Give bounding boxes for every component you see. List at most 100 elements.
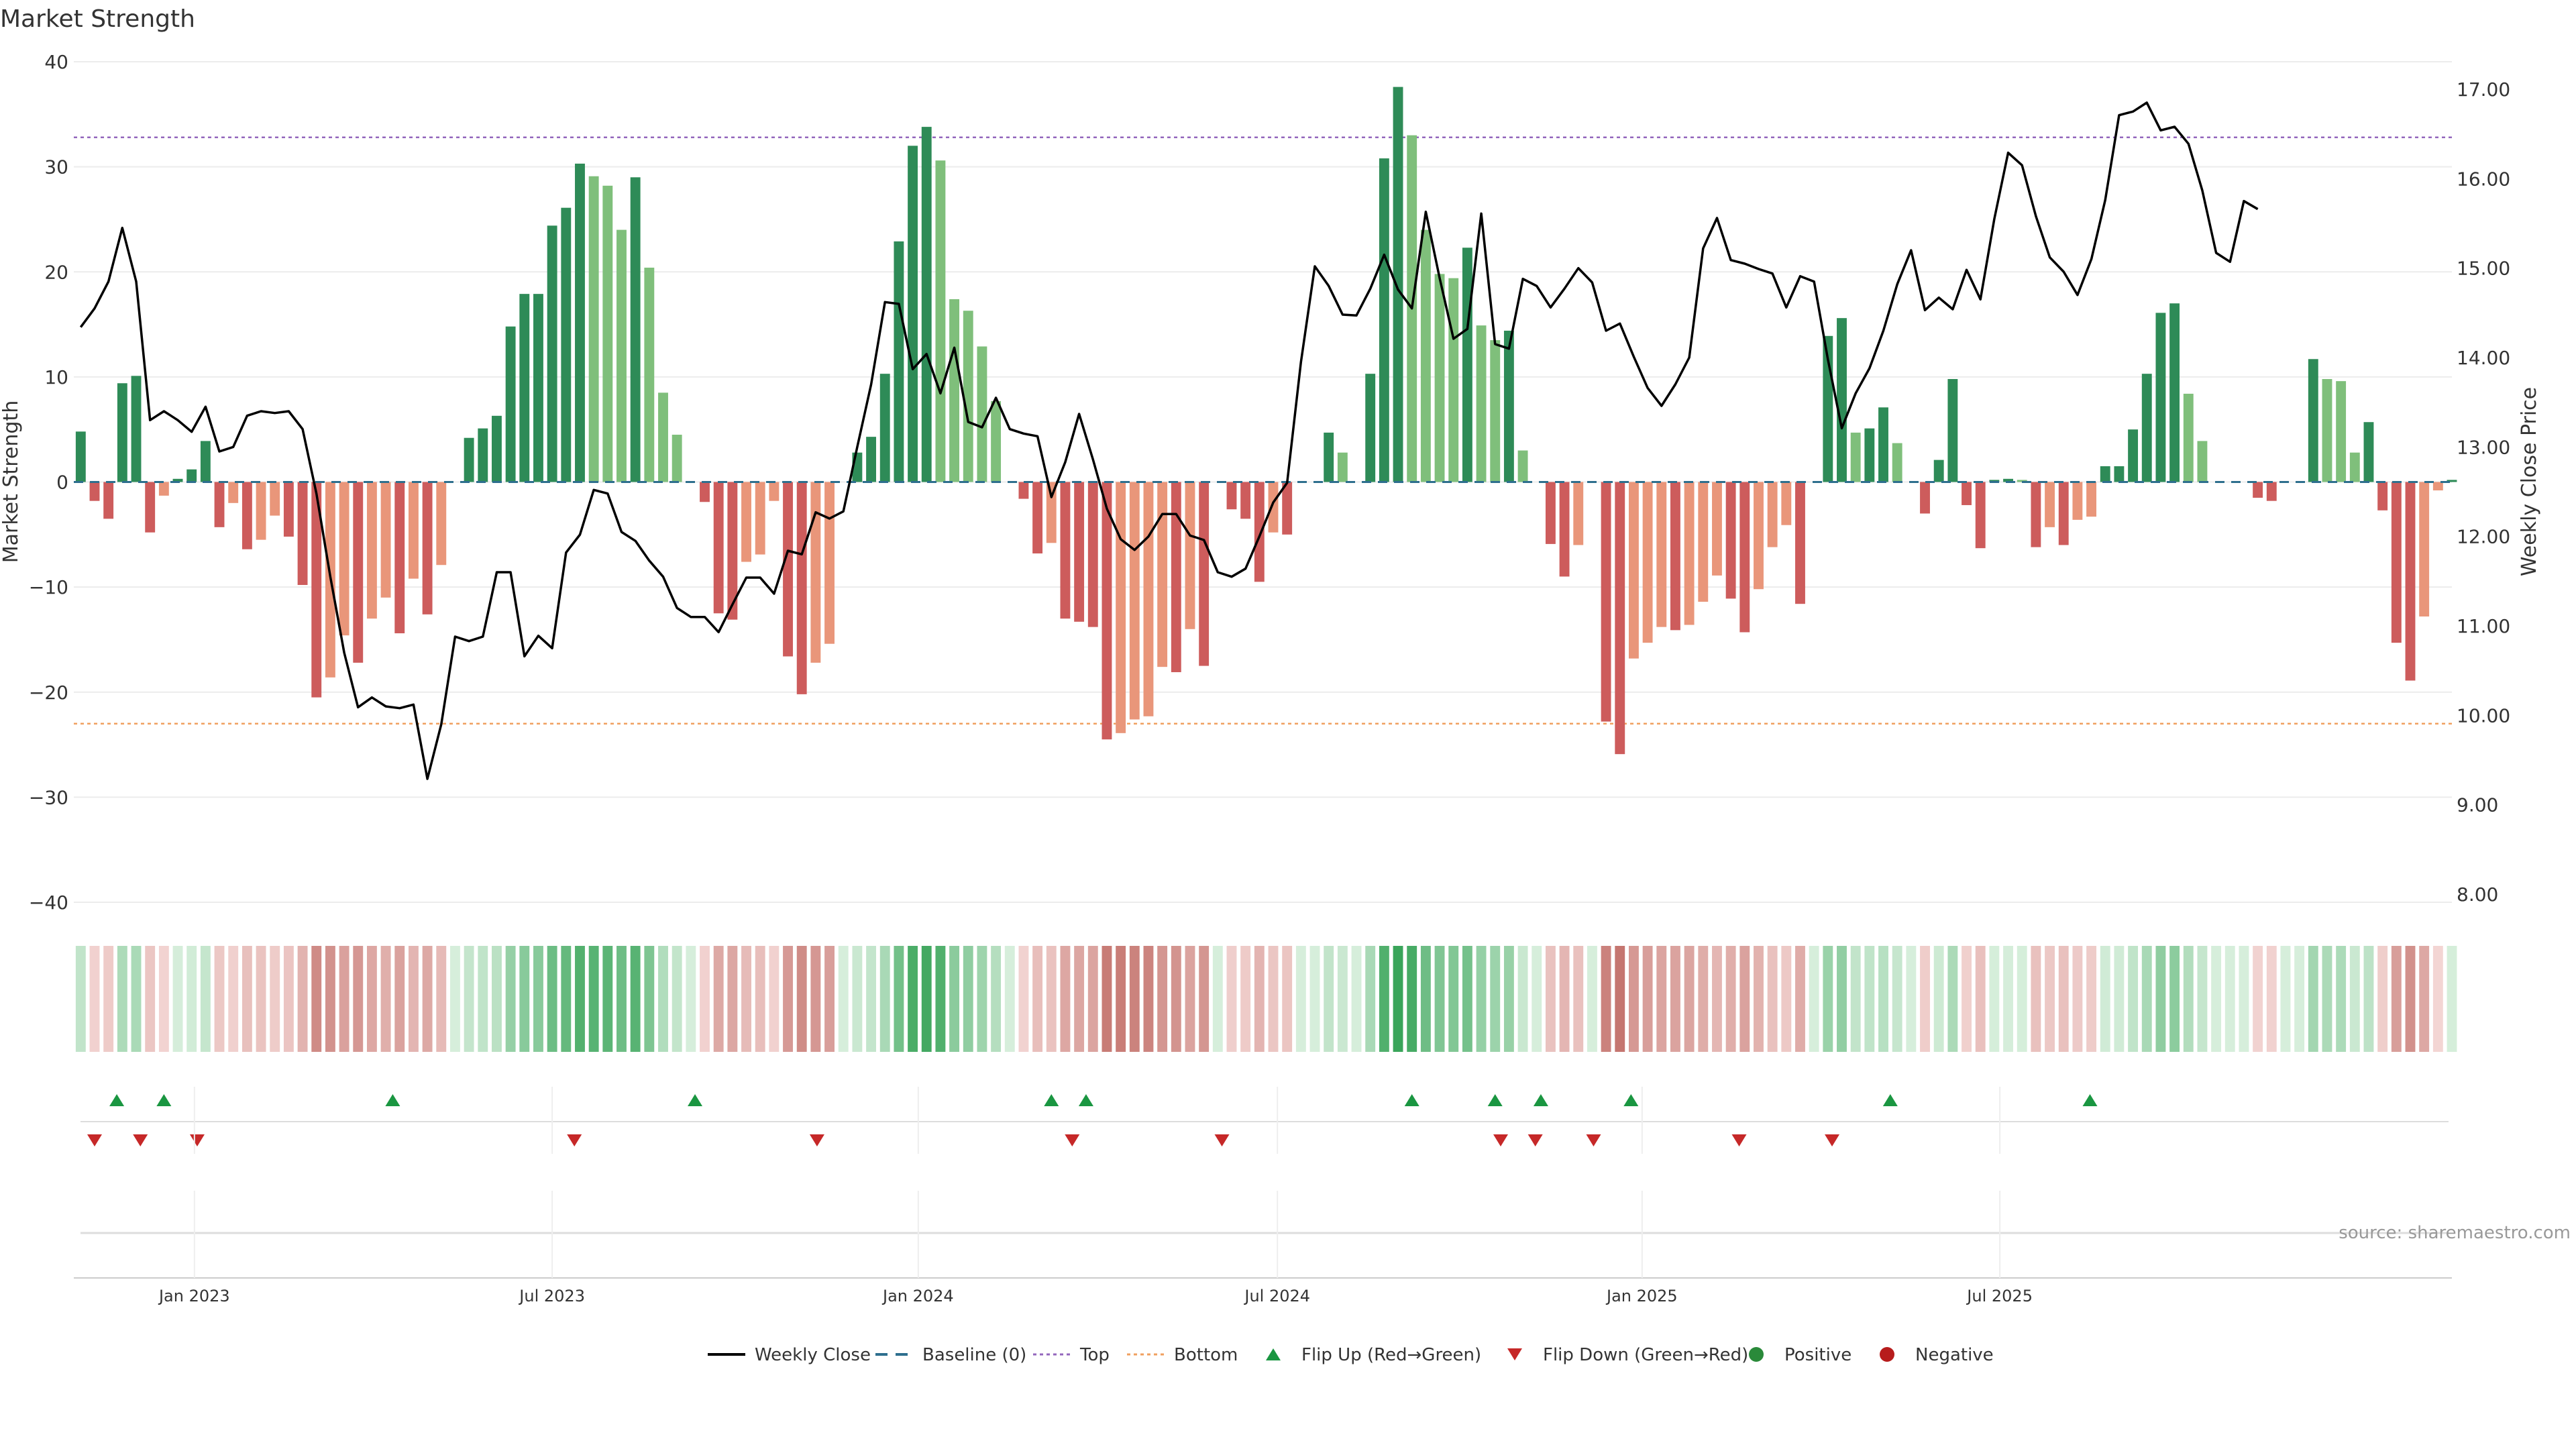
flip-down-marker: [1731, 1134, 1747, 1146]
heat-cell: [2419, 946, 2430, 1052]
heat-cell: [1434, 946, 1445, 1052]
flip-up-marker: [1487, 1094, 1503, 1106]
y-tick-label: 10: [44, 366, 68, 388]
heat-cell: [103, 946, 114, 1052]
strength-bar: [824, 482, 835, 644]
strength-bar: [1767, 482, 1778, 547]
strength-bar: [1559, 482, 1570, 577]
strength-bar: [1837, 318, 1847, 482]
strength-bar: [1018, 482, 1029, 499]
strength-heat-strip: [75, 946, 2457, 1052]
y-tick-label: 40: [44, 51, 68, 73]
flip-up-marker: [109, 1094, 125, 1106]
heat-cell: [449, 946, 460, 1052]
strength-bar: [1171, 482, 1181, 672]
strength-bar: [1365, 374, 1376, 482]
y2-tick-label: 15.00: [2457, 258, 2510, 280]
heat-cell: [2183, 946, 2194, 1052]
strength-bar: [1157, 482, 1168, 667]
strength-bar: [1476, 325, 1487, 482]
heat-cell: [394, 946, 405, 1052]
x-tick-label: Jul 2023: [518, 1287, 585, 1305]
heat-cell: [2155, 946, 2166, 1052]
legend-triangle-up: [1266, 1348, 1281, 1360]
flip-markers-panel: [80, 1094, 2449, 1234]
strength-bar: [2266, 482, 2277, 501]
heat-cell: [866, 946, 876, 1052]
flip-down-marker: [1214, 1134, 1230, 1146]
strength-bar: [270, 482, 280, 516]
heat-cell: [2100, 946, 2110, 1052]
legend-label: Baseline (0): [922, 1345, 1026, 1365]
heat-cell: [1018, 946, 1029, 1052]
heat-cell: [1628, 946, 1639, 1052]
strength-bar: [1642, 482, 1653, 643]
x-axis: Jan 2023 Jul 2023 Jan 2024 Jul 2024 Jan 2025…: [74, 1087, 2452, 1305]
strength-bar: [464, 437, 474, 482]
heat-cell: [713, 946, 724, 1052]
heat-cell: [935, 946, 946, 1052]
strength-bar: [713, 482, 724, 614]
strength-bar: [1268, 482, 1279, 533]
strength-bar: [1143, 482, 1154, 716]
strength-bar: [700, 482, 710, 502]
heat-cell: [1240, 946, 1251, 1052]
legend-label: Weekly Close: [755, 1345, 871, 1365]
heat-cell: [1545, 946, 1556, 1052]
heat-cell: [547, 946, 557, 1052]
heat-cell: [1739, 946, 1750, 1052]
flip-up-marker: [385, 1094, 400, 1106]
strength-bar: [1185, 482, 1195, 629]
heat-cell: [1725, 946, 1736, 1052]
strength-bar: [1393, 87, 1403, 482]
heat-cell: [1615, 946, 1625, 1052]
strength-bar: [353, 482, 364, 663]
strength-bar: [158, 482, 169, 496]
strength-bar: [1060, 482, 1071, 619]
heat-cell: [2086, 946, 2097, 1052]
strength-bar: [1850, 432, 1861, 482]
strength-bar: [2391, 482, 2402, 643]
heat-cell: [1864, 946, 1875, 1052]
heat-cell: [1503, 946, 1514, 1052]
strength-bar: [1601, 482, 1611, 722]
y-tick-label: −40: [29, 892, 68, 914]
strength-bar: [380, 482, 391, 598]
strength-bar: [2253, 482, 2263, 498]
heat-cell: [2266, 946, 2277, 1052]
strength-bar: [366, 482, 377, 619]
heat-cell: [1781, 946, 1792, 1052]
heat-cell: [2349, 946, 2360, 1052]
heat-cell: [1102, 946, 1112, 1052]
heat-cell: [422, 946, 433, 1052]
heat-cell: [172, 946, 183, 1052]
strength-bar: [311, 482, 322, 698]
legend-item: Top: [1033, 1345, 1110, 1365]
heat-cell: [2141, 946, 2152, 1052]
heat-cell: [464, 946, 474, 1052]
y-tick-label: −10: [29, 576, 68, 598]
heat-cell: [1795, 946, 1805, 1052]
flip-down-marker: [567, 1134, 582, 1146]
strength-bar: [1698, 482, 1709, 602]
strength-bar: [297, 482, 308, 585]
heat-cell: [2197, 946, 2208, 1052]
heat-cell: [131, 946, 142, 1052]
heat-cell: [1642, 946, 1653, 1052]
strength-bar: [1517, 450, 1528, 482]
strength-bar: [658, 392, 668, 482]
strength-bar: [2363, 422, 2374, 482]
strength-bar: [1545, 482, 1556, 544]
heat-cell: [1933, 946, 1944, 1052]
heat-cell: [2391, 946, 2402, 1052]
legend-item: Baseline (0): [875, 1345, 1026, 1365]
heat-cell: [810, 946, 821, 1052]
heat-cell: [1295, 946, 1306, 1052]
strength-bar: [921, 127, 932, 482]
heat-cell: [2336, 946, 2347, 1052]
heat-cell: [1337, 946, 1348, 1052]
strength-bar: [1795, 482, 1805, 604]
strength-bar: [1754, 482, 1764, 590]
heat-cell: [2114, 946, 2125, 1052]
strength-bar: [575, 163, 585, 482]
